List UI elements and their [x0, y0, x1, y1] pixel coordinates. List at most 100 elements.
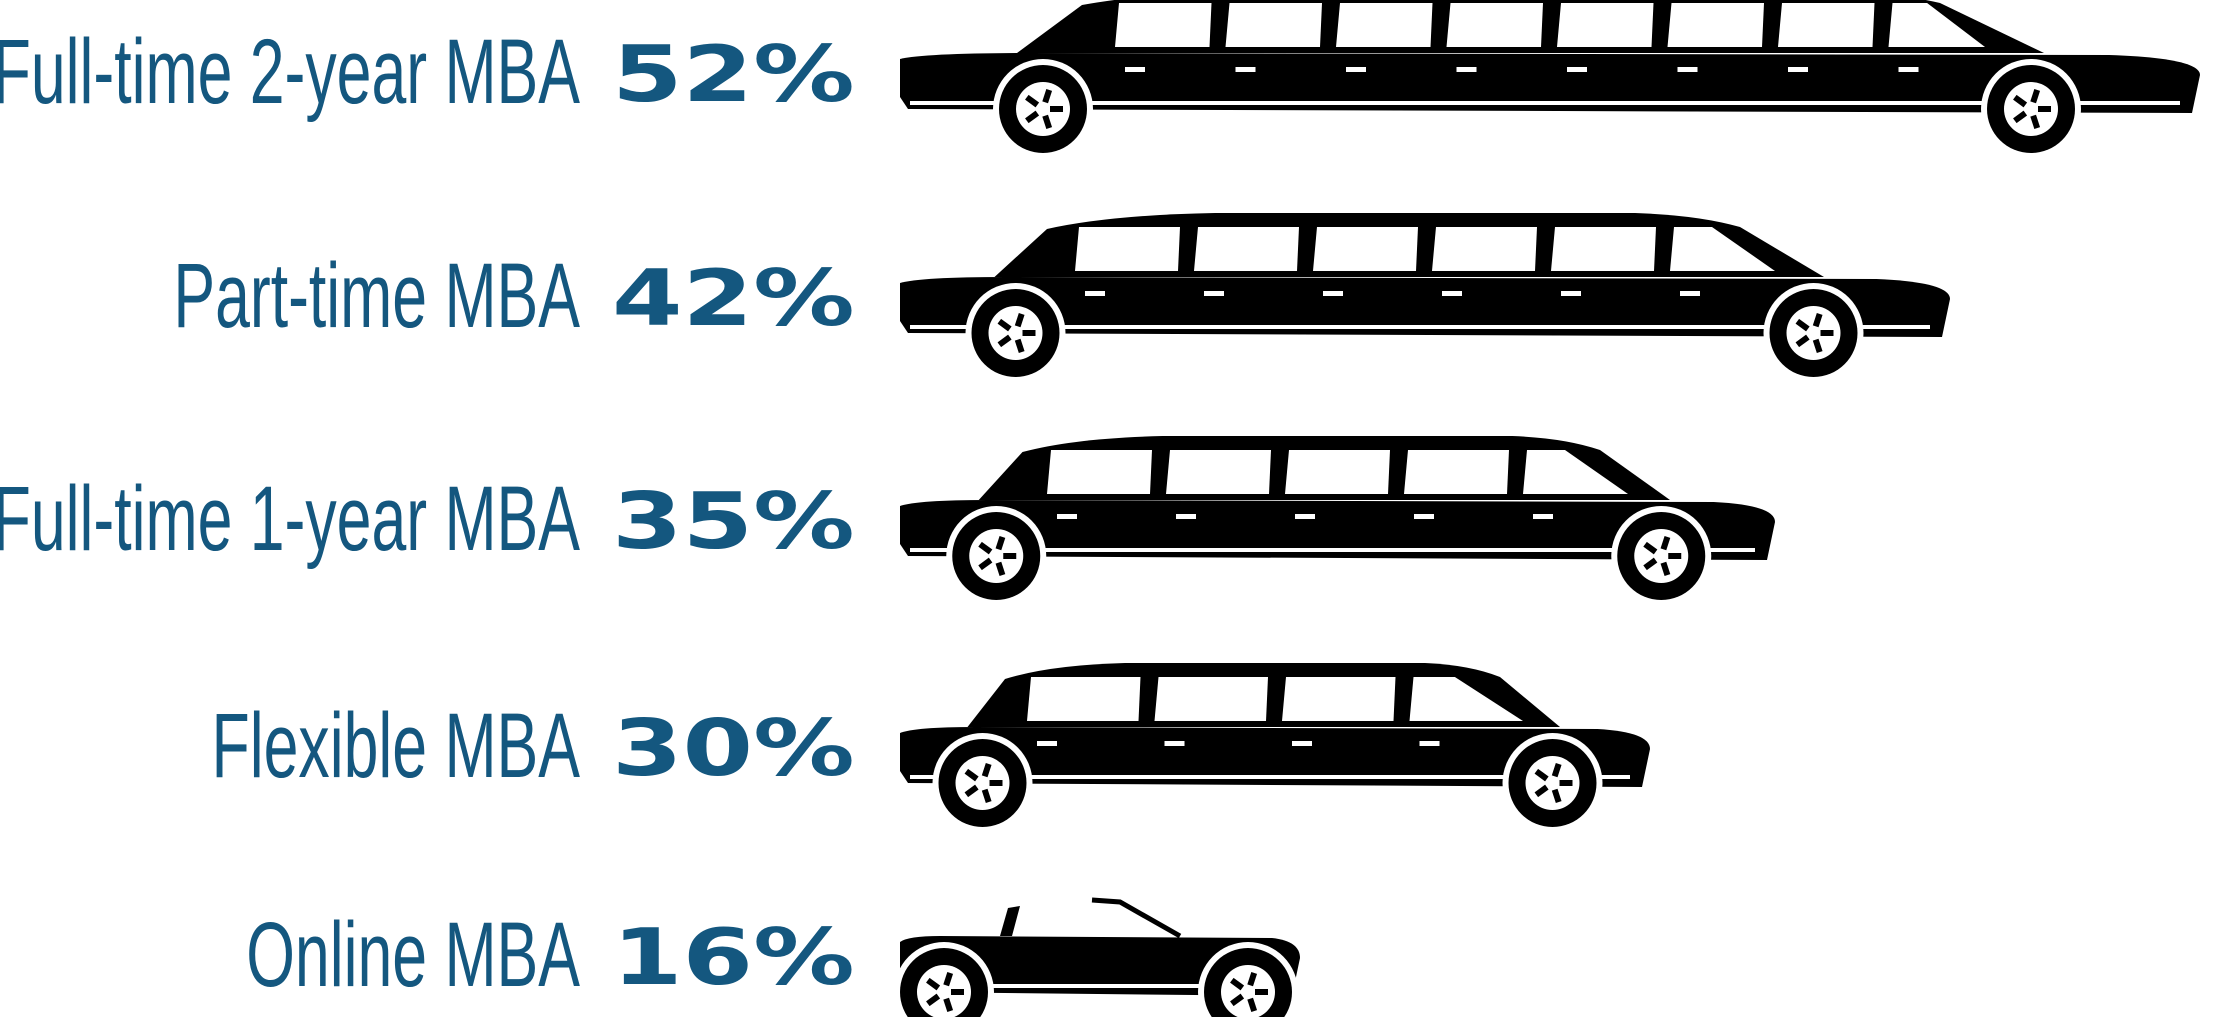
spoke	[1042, 89, 1053, 104]
door-handle	[1323, 291, 1343, 296]
value-label: 52%	[612, 29, 855, 120]
car-window	[1778, 3, 1875, 47]
spoke	[981, 788, 992, 803]
car-body	[900, 53, 2200, 113]
spoke	[1230, 977, 1245, 991]
car-body	[900, 727, 1650, 787]
spoke	[1025, 110, 1040, 124]
value-label: 35%	[612, 476, 855, 567]
door-handle	[1567, 67, 1587, 72]
car-window	[1047, 450, 1152, 494]
spoke	[1660, 536, 1671, 551]
car-window	[1166, 450, 1271, 494]
spoke	[964, 768, 979, 782]
car	[900, 0, 2200, 159]
door-handle	[1085, 291, 1105, 296]
door-handle	[1164, 741, 1185, 746]
door-handle	[1414, 514, 1434, 519]
value-label: 30%	[612, 703, 855, 794]
door-handle	[1898, 67, 1919, 72]
spoke	[981, 763, 992, 778]
spoke	[995, 536, 1006, 551]
spoke	[1014, 338, 1025, 353]
category-label: Full-time 1-year MBA	[0, 467, 580, 570]
category-label: Flexible MBA	[212, 694, 581, 797]
spoke	[997, 318, 1012, 332]
car-window	[1888, 3, 1985, 47]
car-windshield	[1000, 906, 1020, 936]
car-window	[1075, 227, 1180, 271]
spoke	[997, 334, 1012, 348]
car-window	[1409, 677, 1523, 721]
door-handle	[1037, 741, 1057, 746]
door-handle	[1788, 67, 1808, 72]
spoke	[1230, 993, 1245, 1007]
spoke	[926, 977, 941, 991]
door-handle	[1125, 67, 1145, 72]
spoke	[2030, 114, 2041, 129]
car-window	[1667, 3, 1764, 47]
door-handle	[1295, 514, 1315, 519]
spoke	[943, 972, 954, 987]
category-label: Online MBA	[246, 903, 580, 1006]
door-handle	[1680, 291, 1700, 296]
door-handle	[1677, 67, 1698, 72]
car-window	[1285, 450, 1390, 494]
spoke	[978, 557, 993, 571]
car-top-folded	[1091, 897, 1182, 939]
spoke	[1551, 788, 1562, 803]
car-window	[1557, 3, 1654, 47]
car	[900, 663, 1650, 833]
car-window	[1446, 3, 1543, 47]
door-handle	[1561, 291, 1581, 296]
spoke	[2030, 89, 2041, 104]
car	[900, 213, 1950, 383]
spoke	[1534, 768, 1549, 782]
spoke	[1812, 338, 1823, 353]
car-window	[1225, 3, 1322, 47]
car-window	[1282, 677, 1396, 721]
spoke	[995, 561, 1006, 576]
spoke	[2013, 110, 2028, 124]
spoke	[1247, 997, 1258, 1012]
door-handle	[1235, 67, 1256, 72]
door-handle	[1346, 67, 1366, 72]
door-handle	[1057, 514, 1077, 519]
car-window	[1154, 677, 1268, 721]
car-window	[1313, 227, 1418, 271]
spoke	[1795, 334, 1810, 348]
value-label: 16%	[612, 912, 855, 1003]
value-label: 42%	[612, 253, 855, 344]
spoke	[926, 993, 941, 1007]
car	[900, 436, 1775, 606]
car-window	[1336, 3, 1433, 47]
car-window	[1523, 450, 1628, 494]
spoke	[2013, 94, 2028, 108]
car-body	[900, 500, 1775, 560]
spoke	[943, 997, 954, 1012]
door-handle	[1442, 291, 1462, 296]
car-window	[1551, 227, 1656, 271]
car-window	[1670, 227, 1775, 271]
spoke	[1014, 313, 1025, 328]
door-handle	[1533, 514, 1553, 519]
spoke	[1534, 784, 1549, 798]
door-handle	[1292, 741, 1312, 746]
spoke	[1247, 972, 1258, 987]
door-handle	[1419, 741, 1440, 746]
car-window	[1027, 677, 1141, 721]
spoke	[1643, 541, 1658, 555]
spoke	[1025, 94, 1040, 108]
spoke	[1042, 114, 1053, 129]
car-window	[1404, 450, 1509, 494]
door-handle	[1176, 514, 1196, 519]
car-window	[1432, 227, 1537, 271]
door-handle	[1204, 291, 1224, 296]
spoke	[1795, 318, 1810, 332]
spoke	[1812, 313, 1823, 328]
car-window	[1115, 3, 1212, 47]
door-handle	[1456, 67, 1477, 72]
car	[894, 897, 1300, 1017]
car-window	[1194, 227, 1299, 271]
